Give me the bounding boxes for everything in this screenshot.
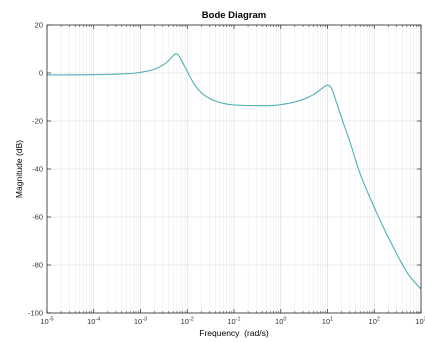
magnitude-line [46, 53, 422, 290]
y-tick-label: -20 [32, 117, 43, 126]
x-tick-label: 10-5 [40, 317, 53, 327]
y-tick-label: -80 [32, 261, 43, 270]
y-tick-label: 20 [35, 21, 43, 30]
x-tick-label: 10-2 [181, 317, 194, 327]
y-tick-label: -40 [32, 165, 43, 174]
x-tick-label: 10-4 [87, 317, 100, 327]
x-tick-label: 10-1 [227, 317, 240, 327]
y-tick-label: 0 [39, 69, 43, 78]
x-tick-label: 100 [275, 317, 286, 327]
chart-title: Bode Diagram [202, 10, 266, 21]
y-tick-label: -60 [32, 213, 43, 222]
y-tick-labels: -100 -80 -60 -40 -20 0 20 [28, 21, 43, 318]
x-tick-labels: 10-5 10-4 10-3 10-2 10-1 100 101 102 103 [40, 317, 425, 327]
x-axis-label: Frequency (rad/s) [199, 328, 269, 338]
x-tick-label: 10-3 [134, 317, 147, 327]
tick-marks [46, 24, 422, 314]
y-axis-label: Magnitude (dB) [14, 140, 24, 198]
x-tick-label: 103 [415, 317, 425, 327]
y-tick-label: -100 [28, 309, 43, 318]
x-tick-label: 102 [369, 317, 380, 327]
series-group [46, 53, 422, 290]
x-tick-label: 101 [322, 317, 333, 327]
